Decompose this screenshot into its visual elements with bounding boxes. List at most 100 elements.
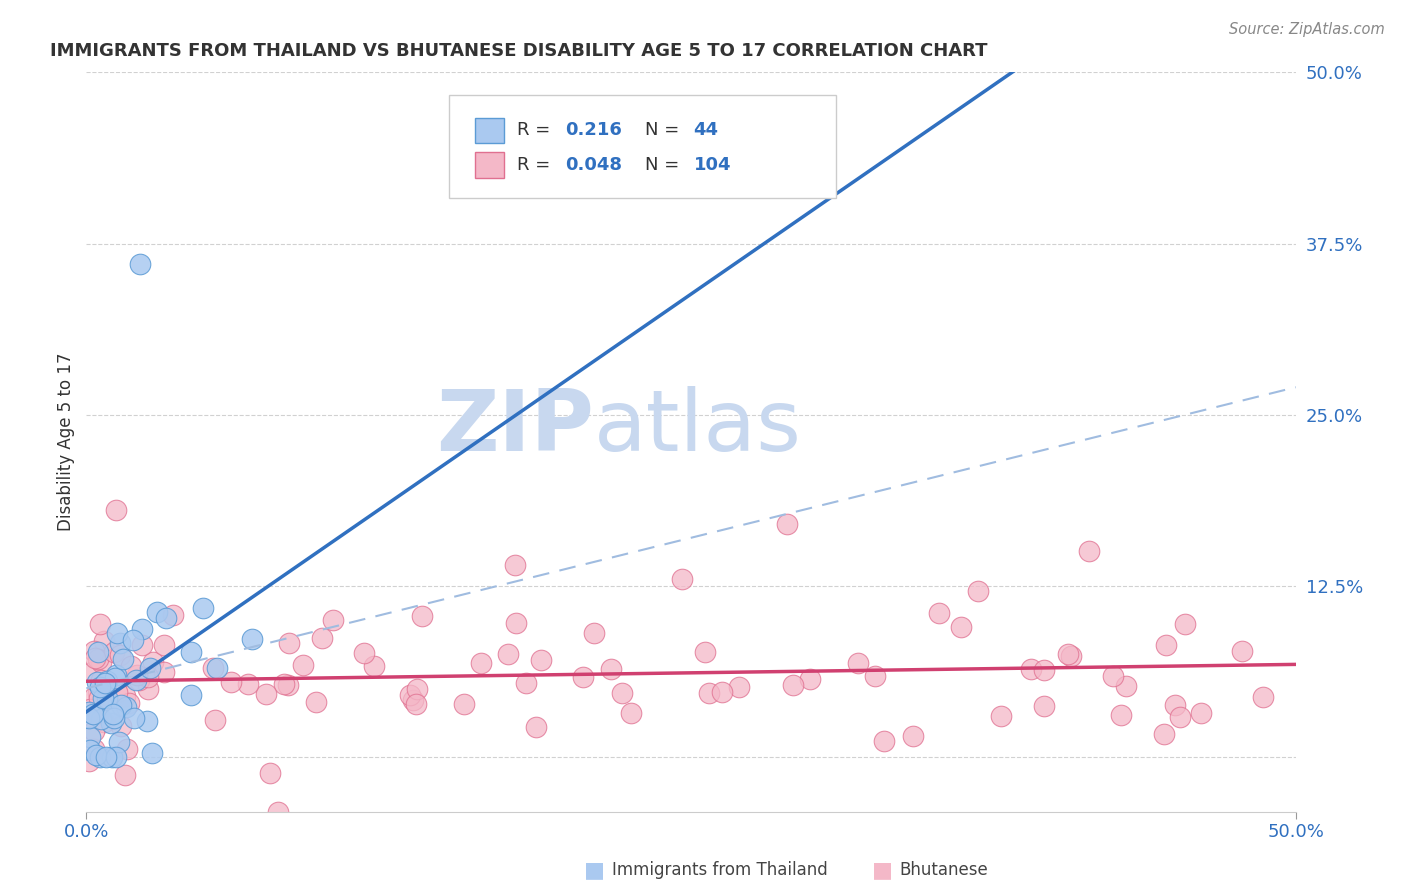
FancyBboxPatch shape xyxy=(475,118,503,144)
Point xyxy=(155,611,177,625)
Point xyxy=(83,644,105,658)
Point xyxy=(496,647,519,661)
Point xyxy=(79,731,101,745)
Text: ZIP: ZIP xyxy=(436,385,595,468)
Point xyxy=(411,609,433,624)
Point xyxy=(1168,710,1191,724)
Text: 0.216: 0.216 xyxy=(565,121,621,139)
Point xyxy=(728,680,751,694)
Point xyxy=(90,712,112,726)
Point xyxy=(108,648,131,662)
Point xyxy=(100,716,122,731)
Point xyxy=(128,673,150,688)
Point xyxy=(1230,643,1253,657)
Point xyxy=(104,749,127,764)
Text: Source: ZipAtlas.com: Source: ZipAtlas.com xyxy=(1229,22,1385,37)
Point xyxy=(89,617,111,632)
Point xyxy=(612,686,634,700)
Point xyxy=(873,733,896,747)
Point xyxy=(600,662,623,676)
Point xyxy=(142,655,165,669)
Point xyxy=(1102,669,1125,683)
Point xyxy=(405,697,427,711)
Point xyxy=(505,616,527,631)
Point xyxy=(470,657,492,671)
Point xyxy=(153,665,176,680)
Point xyxy=(107,735,129,749)
Point xyxy=(221,674,243,689)
Point xyxy=(582,625,605,640)
Point xyxy=(201,661,224,675)
Point xyxy=(524,720,547,734)
Text: atlas: atlas xyxy=(595,385,803,468)
Point xyxy=(146,606,169,620)
Text: IMMIGRANTS FROM THAILAND VS BHUTANESE DISABILITY AGE 5 TO 17 CORRELATION CHART: IMMIGRANTS FROM THAILAND VS BHUTANESE DI… xyxy=(51,42,987,60)
Point xyxy=(105,685,128,699)
Point xyxy=(124,711,146,725)
Point xyxy=(530,653,553,667)
Point xyxy=(136,670,159,684)
Point xyxy=(1060,648,1083,663)
Point xyxy=(305,694,328,708)
Point xyxy=(108,636,131,650)
Point xyxy=(77,711,100,725)
Point xyxy=(115,699,138,714)
Point xyxy=(103,711,125,725)
Point xyxy=(699,686,721,700)
Point xyxy=(110,698,132,712)
Point xyxy=(1153,727,1175,741)
Point xyxy=(83,651,105,665)
Point xyxy=(277,678,299,692)
Point xyxy=(242,632,264,646)
Point xyxy=(103,645,125,659)
Point xyxy=(267,805,290,819)
Point xyxy=(103,671,125,685)
Point xyxy=(84,748,107,763)
Text: 44: 44 xyxy=(693,121,718,139)
Text: R =: R = xyxy=(517,156,555,174)
Point xyxy=(710,684,733,698)
Point xyxy=(799,672,821,686)
Point xyxy=(82,706,104,721)
Point xyxy=(125,673,148,688)
Point xyxy=(1033,699,1056,714)
Point xyxy=(928,606,950,620)
Point xyxy=(131,622,153,636)
Point xyxy=(87,706,110,720)
Point xyxy=(94,676,117,690)
Text: ■: ■ xyxy=(583,860,605,880)
Point xyxy=(122,633,145,648)
Point xyxy=(105,626,128,640)
Point xyxy=(135,714,157,728)
Point xyxy=(515,675,537,690)
Point xyxy=(90,673,112,687)
Text: Immigrants from Thailand: Immigrants from Thailand xyxy=(612,861,827,879)
Point xyxy=(322,613,344,627)
Point xyxy=(1109,708,1132,723)
Point xyxy=(949,620,972,634)
Point xyxy=(131,638,153,652)
Point xyxy=(311,631,333,645)
Point xyxy=(180,688,202,702)
Point xyxy=(94,749,117,764)
Point xyxy=(89,680,111,694)
Point xyxy=(141,746,163,760)
Point xyxy=(204,714,226,728)
Point xyxy=(505,558,527,573)
Point xyxy=(967,584,990,599)
Point xyxy=(153,638,176,652)
Point xyxy=(87,686,110,700)
Point xyxy=(901,729,924,743)
Point xyxy=(1033,663,1056,677)
Point xyxy=(620,706,643,721)
Point xyxy=(86,651,108,665)
Point xyxy=(1189,706,1212,720)
Text: N =: N = xyxy=(645,156,685,174)
Point xyxy=(453,698,475,712)
Point xyxy=(399,688,422,702)
Point xyxy=(402,693,425,707)
Point xyxy=(79,742,101,756)
Point xyxy=(83,742,105,756)
Point xyxy=(77,705,100,719)
Point xyxy=(120,658,142,673)
